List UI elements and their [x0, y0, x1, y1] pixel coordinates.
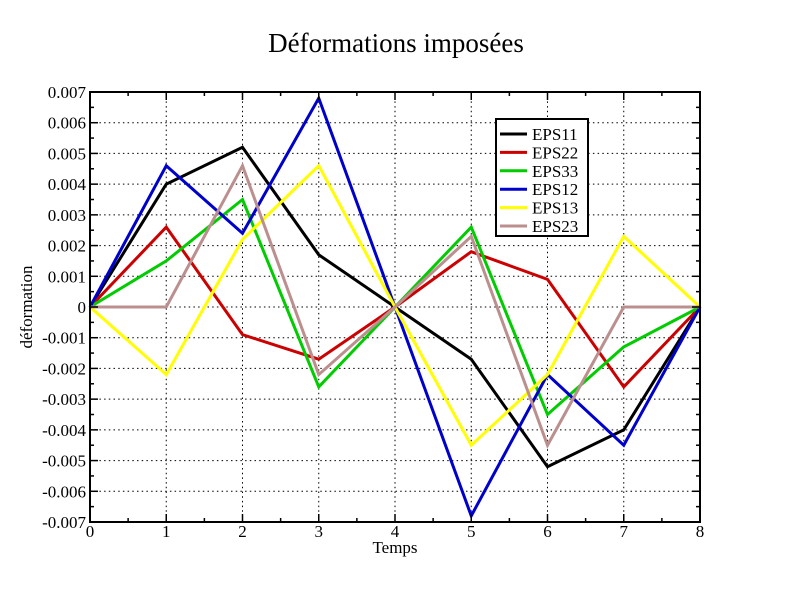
- y-tick-label: 0.003: [48, 206, 86, 225]
- x-tick-label: 0: [86, 522, 95, 541]
- y-tick-label: -0.007: [42, 513, 86, 532]
- x-tick-label: 3: [315, 522, 324, 541]
- x-tick-label: 6: [543, 522, 552, 541]
- y-tick-label: 0: [78, 298, 87, 317]
- y-tick-label: 0.001: [48, 267, 86, 286]
- y-tick-label: -0.006: [42, 482, 86, 501]
- x-tick-label: 5: [467, 522, 476, 541]
- y-tick-label: 0.006: [48, 114, 86, 133]
- y-tick-label: -0.005: [42, 452, 86, 471]
- y-axis-label: déformation: [17, 265, 36, 349]
- x-tick-label: 8: [696, 522, 705, 541]
- y-tick-label: 0.004: [48, 175, 87, 194]
- y-tick-label: -0.002: [42, 359, 86, 378]
- legend-label-EPS12: EPS12: [532, 180, 578, 199]
- x-tick-label: 4: [391, 522, 400, 541]
- y-tick-label: -0.001: [42, 329, 86, 348]
- x-tick-label: 7: [620, 522, 629, 541]
- x-tick-label: 1: [162, 522, 171, 541]
- legend-box: [495, 118, 589, 237]
- x-axis-label: Temps: [372, 538, 417, 557]
- x-tick-label: 2: [238, 522, 247, 541]
- chart-title: Déformations imposées: [268, 28, 524, 58]
- legend-label-EPS11: EPS11: [532, 125, 578, 144]
- y-tick-label: 0.007: [48, 83, 87, 102]
- y-tick-label: 0.002: [48, 237, 86, 256]
- y-tick-label: 0.005: [48, 144, 86, 163]
- legend-label-EPS13: EPS13: [532, 199, 578, 218]
- y-tick-label: -0.004: [42, 421, 86, 440]
- series-line-EPS23: [90, 162, 700, 449]
- y-tick-label: -0.003: [42, 390, 86, 409]
- legend-label-EPS33: EPS33: [532, 162, 578, 181]
- legend-label-EPS23: EPS23: [532, 217, 578, 236]
- legend-label-EPS22: EPS22: [532, 143, 578, 162]
